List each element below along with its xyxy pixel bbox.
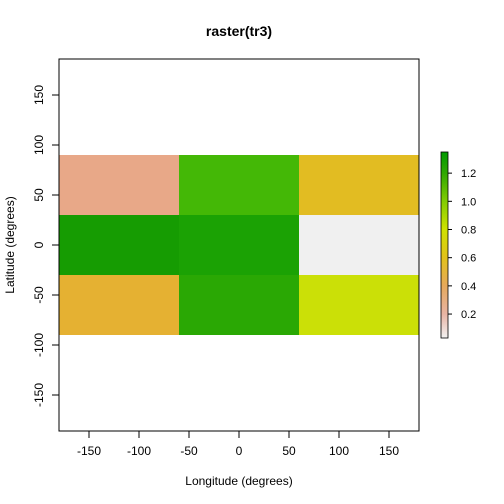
color-legend: 0.2 0.4 0.6 0.8 1.0 1.2 [440, 151, 476, 339]
raster-cell [59, 275, 179, 335]
raster-cell [299, 155, 419, 215]
chart-title: raster(tr3) [206, 23, 272, 39]
raster-cell [179, 215, 299, 275]
legend-tick-label: 1.2 [461, 168, 476, 180]
y-tick-label: -100 [32, 333, 46, 357]
y-tick-label: 0 [32, 241, 46, 248]
x-axis: -150 -100 -50 0 50 100 150 [77, 430, 399, 458]
raster-cell [59, 215, 179, 275]
legend-tick-label: 1.0 [461, 196, 476, 208]
legend-tick-label: 0.4 [461, 281, 476, 293]
x-tick-label: 0 [236, 444, 243, 458]
y-tick-label: -150 [32, 383, 46, 407]
y-axis: -150 -100 -50 0 50 100 150 [32, 85, 60, 407]
raster-cell [299, 215, 419, 275]
x-tick-label: 50 [282, 444, 296, 458]
raster-cell [299, 275, 419, 335]
x-tick-label: -100 [127, 444, 151, 458]
y-tick-label: 50 [32, 188, 46, 202]
raster-cell [59, 155, 179, 215]
legend-color-bar [440, 151, 449, 339]
legend-tick-label: 0.8 [461, 225, 476, 237]
raster-cell [179, 155, 299, 215]
y-tick-label: 150 [32, 85, 46, 105]
legend-tick-label: 0.6 [461, 253, 476, 265]
raster-cells [59, 155, 419, 335]
x-tick-label: 100 [329, 444, 349, 458]
raster-cell [179, 275, 299, 335]
y-axis-label: Latitude (degrees) [3, 196, 17, 293]
x-tick-label: 150 [379, 444, 399, 458]
x-tick-label: -150 [77, 444, 101, 458]
x-axis-label: Longitude (degrees) [185, 474, 292, 488]
x-tick-label: -50 [180, 444, 198, 458]
y-tick-label: 100 [32, 135, 46, 155]
y-tick-label: -50 [32, 286, 46, 304]
legend-tick-label: 0.2 [461, 309, 476, 321]
